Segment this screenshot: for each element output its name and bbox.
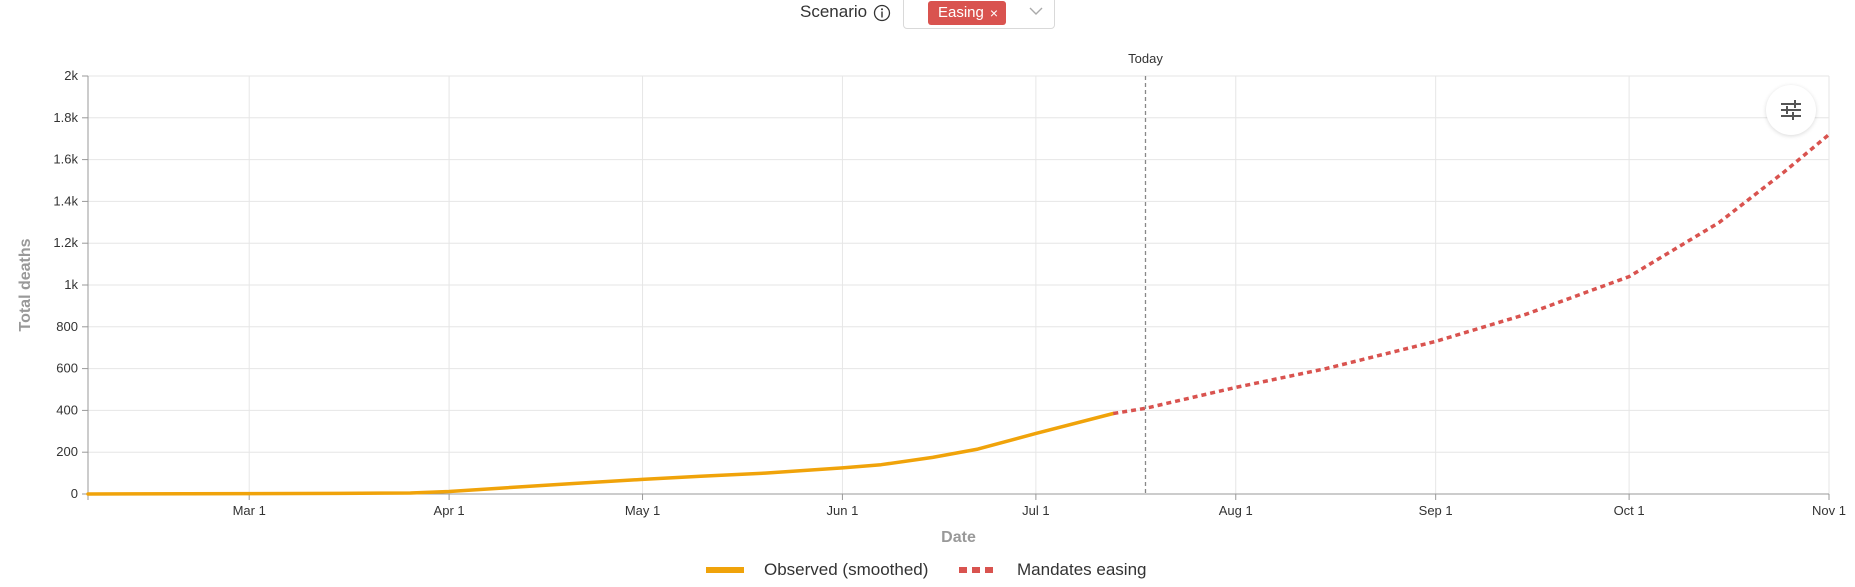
- close-icon[interactable]: ×: [989, 5, 999, 21]
- chart-settings-button[interactable]: [1766, 85, 1816, 135]
- y-tick-label: 0: [71, 486, 78, 501]
- x-tick-label: Nov 1: [1812, 503, 1846, 518]
- legend-label: Observed (smoothed): [764, 560, 929, 579]
- today-label: Today: [1128, 51, 1163, 66]
- info-icon[interactable]: [873, 4, 891, 22]
- scenario-tag: Easing ×: [928, 1, 1007, 25]
- x-tick-label: Aug 1: [1219, 503, 1253, 518]
- y-tick-label: 1.6k: [53, 152, 78, 167]
- x-tick-label: May 1: [625, 503, 660, 518]
- y-axis-title: Total deaths: [17, 238, 34, 331]
- y-tick-label: 1.8k: [53, 110, 78, 125]
- scenario-label: Scenario: [800, 2, 868, 21]
- scenario-tag-label: Easing: [938, 4, 984, 21]
- x-tick-label: Sep 1: [1419, 503, 1453, 518]
- x-tick-label: Oct 1: [1614, 503, 1645, 518]
- scenario-selector: Scenario Easing ×: [0, 0, 1855, 34]
- y-tick-label: 1.4k: [53, 193, 78, 208]
- x-axis-title: Date: [941, 529, 976, 546]
- x-tick-label: Jun 1: [827, 503, 859, 518]
- legend-swatch: [706, 567, 744, 573]
- x-tick-label: Apr 1: [434, 503, 465, 518]
- scenario-select[interactable]: Easing ×: [903, 0, 1055, 29]
- y-tick-label: 2k: [64, 68, 78, 83]
- legend-item[interactable]: Mandates easing: [959, 558, 1146, 582]
- y-tick-label: 400: [56, 402, 78, 417]
- observed-series-line: [86, 411, 1116, 496]
- y-tick-label: 1k: [64, 277, 78, 292]
- y-tick-label: 1.2k: [53, 235, 78, 250]
- chart-legend: Observed (smoothed) Mandates easing: [0, 558, 1855, 582]
- deaths-chart: 0 200 400 600 800 1k 1.2k 1.4k 1.6k 1.8k 2k Mar 1 Ap…: [17, 51, 1846, 546]
- legend-label: Mandates easing: [1017, 560, 1147, 579]
- legend-swatch: [959, 567, 997, 573]
- y-tick-label: 600: [56, 361, 78, 376]
- x-tick-label: Mar 1: [233, 503, 266, 518]
- x-tick-label: Jul 1: [1022, 503, 1049, 518]
- easing-series-line: [1113, 133, 1831, 416]
- chevron-down-icon[interactable]: [1028, 4, 1044, 16]
- legend-item[interactable]: Observed (smoothed): [706, 558, 928, 582]
- y-tick-label: 800: [56, 319, 78, 334]
- y-tick-label: 200: [56, 444, 78, 459]
